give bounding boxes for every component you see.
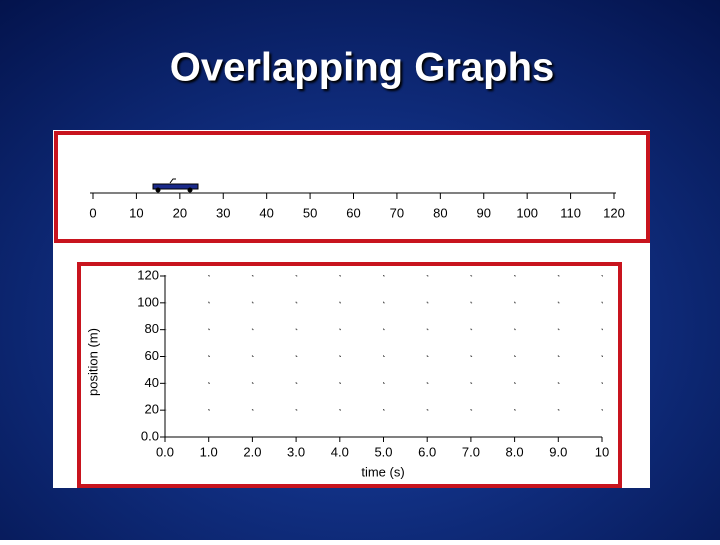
panel: [53, 130, 650, 488]
y-tick-label: 60: [145, 348, 159, 363]
x-tick-label: 4.0: [331, 444, 349, 459]
y-axis-label: position (m): [85, 328, 100, 396]
ruler-tick-label: 100: [516, 205, 538, 220]
x-tick-label: 1.0: [200, 444, 218, 459]
x-tick-label: 8.0: [506, 444, 524, 459]
ruler-tick-label: 20: [173, 205, 187, 220]
ruler-tick-label: 80: [433, 205, 447, 220]
ruler-tick-label: 30: [216, 205, 230, 220]
x-tick-label: 2.0: [243, 444, 261, 459]
ruler-tick-label: 0: [89, 205, 96, 220]
x-tick-label: 6.0: [418, 444, 436, 459]
ruler-tick-label: 50: [303, 205, 317, 220]
y-tick-label: 20: [145, 402, 159, 417]
x-tick-label: 7.0: [462, 444, 480, 459]
ruler-tick-label: 70: [390, 205, 404, 220]
ruler-tick-label: 110: [560, 205, 581, 220]
graph-frame: [77, 262, 622, 488]
ruler-tick-label: 60: [346, 205, 360, 220]
y-tick-label: 40: [145, 375, 159, 390]
y-tick-label: 100: [137, 294, 159, 309]
ruler-tick-label: 40: [259, 205, 273, 220]
ruler-frame: [54, 131, 650, 243]
x-tick-label: 10: [595, 444, 609, 459]
x-tick-label: 5.0: [374, 444, 392, 459]
x-tick-label: 9.0: [549, 444, 567, 459]
ruler-tick-label: 10: [129, 205, 143, 220]
ruler-tick-label: 90: [477, 205, 491, 220]
x-tick-label: 0.0: [156, 444, 174, 459]
x-tick-label: 3.0: [287, 444, 305, 459]
ruler-tick-label: 120: [603, 205, 625, 220]
y-tick-label: 0.0: [141, 428, 159, 443]
cart: [152, 178, 199, 193]
y-tick-label: 80: [145, 321, 159, 336]
slide-title: Overlapping Graphs: [170, 46, 555, 90]
y-tick-label: 120: [137, 267, 159, 282]
x-axis-label: time (s): [361, 464, 404, 479]
